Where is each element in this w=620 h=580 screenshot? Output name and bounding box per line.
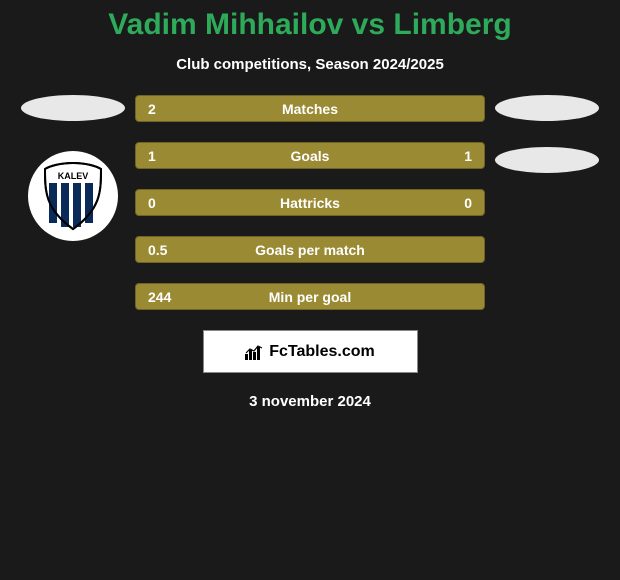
- stat-left-value: 0.5: [148, 242, 167, 258]
- brand-text: FcTables.com: [269, 343, 375, 361]
- stat-bar: 0 Hattricks 0: [135, 189, 485, 216]
- left-player-col: KALEV: [18, 95, 128, 241]
- page-title: Vadim Mihhailov vs Limberg: [10, 8, 610, 42]
- brand-box: FcTables.com: [203, 330, 418, 373]
- date-label: 3 november 2024: [10, 393, 610, 410]
- stat-bar: 1 Goals 1: [135, 142, 485, 169]
- stat-left-value: 2: [148, 101, 156, 117]
- stat-right-value: 0: [464, 195, 472, 211]
- player-pill-left: [21, 95, 125, 121]
- player-pill-right-2: [495, 147, 599, 173]
- stat-bar: 2 Matches: [135, 95, 485, 122]
- player-pill-right-1: [495, 95, 599, 121]
- stat-bar: 0.5 Goals per match: [135, 236, 485, 263]
- club-badge-left: KALEV: [28, 151, 118, 241]
- badge-label: KALEV: [58, 171, 89, 181]
- infographic-container: Vadim Mihhailov vs Limberg Club competit…: [0, 0, 620, 418]
- stat-bar: 244 Min per goal: [135, 283, 485, 310]
- comparison-row: KALEV 2 Matches 1 Goals 1: [10, 95, 610, 310]
- stat-label: Matches: [136, 101, 484, 117]
- stat-left-value: 244: [148, 289, 171, 305]
- kalev-shield-icon: KALEV: [42, 161, 104, 231]
- stat-left-value: 0: [148, 195, 156, 211]
- stat-label: Goals per match: [136, 242, 484, 258]
- stat-label: Goals: [136, 148, 484, 164]
- stat-label: Hattricks: [136, 195, 484, 211]
- stat-left-value: 1: [148, 148, 156, 164]
- stat-bars: 2 Matches 1 Goals 1 0 Hattricks 0 0.5 Go…: [135, 95, 485, 310]
- stat-label: Min per goal: [136, 289, 484, 305]
- bar-chart-icon: [245, 344, 265, 360]
- subtitle: Club competitions, Season 2024/2025: [10, 56, 610, 73]
- stat-right-value: 1: [464, 148, 472, 164]
- brand-logo: FcTables.com: [245, 343, 375, 361]
- right-player-col: [492, 95, 602, 173]
